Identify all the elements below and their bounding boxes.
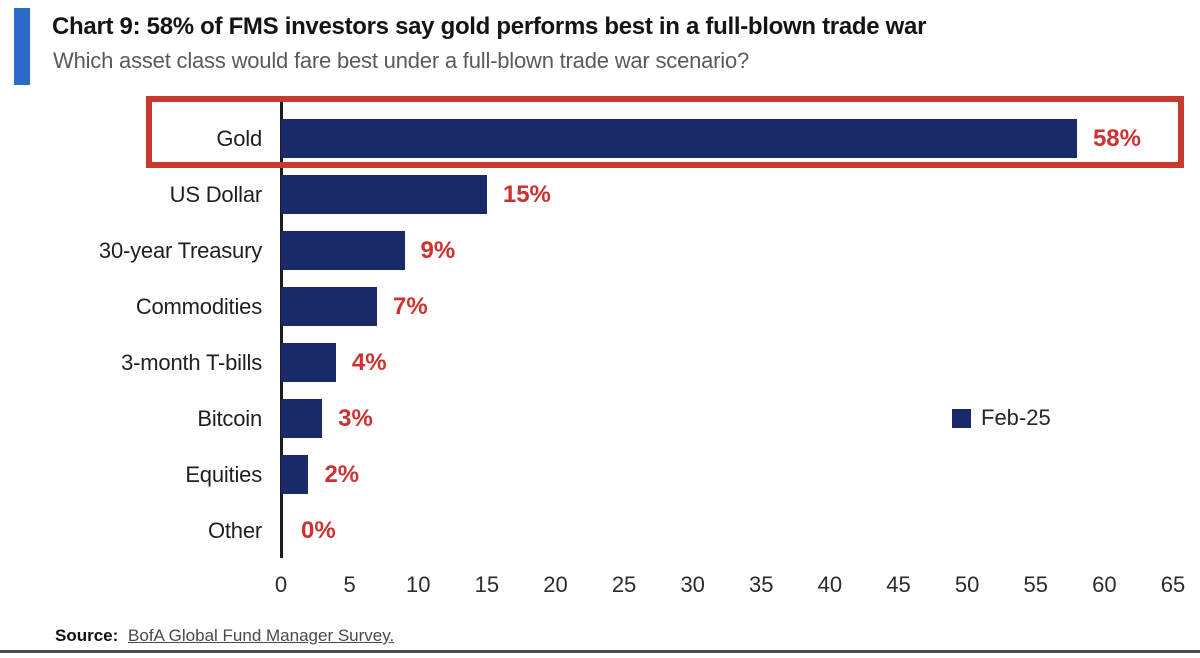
value-label-commodities: 7% (393, 293, 428, 320)
category-label-equities: Equities (185, 462, 262, 487)
x-tick-5: 5 (343, 572, 356, 597)
bar-gold (281, 119, 1077, 158)
value-label-other: 0% (301, 517, 336, 544)
bar-equities (281, 455, 309, 494)
bar-3-month-t-bills (281, 343, 336, 382)
value-label-equities: 2% (324, 461, 360, 488)
bar-30-year-treasury (281, 231, 405, 270)
bar-commodities (281, 287, 378, 326)
category-label-us-dollar: US Dollar (169, 182, 263, 207)
y-axis-line (280, 100, 283, 558)
chart-subtitle: Which asset class would fare best under … (53, 48, 750, 73)
x-tick-45: 45 (886, 572, 911, 597)
source-line: Source: BofA Global Fund Manager Survey. (55, 626, 394, 646)
x-tick-55: 55 (1023, 572, 1048, 597)
x-tick-60: 60 (1092, 572, 1117, 597)
bottom-divider (0, 650, 1200, 653)
x-tick-30: 30 (680, 572, 705, 597)
bar-us-dollar (281, 175, 487, 214)
value-label-us-dollar: 15% (502, 181, 551, 208)
category-label-gold: Gold (216, 126, 262, 151)
bar-bitcoin (281, 399, 323, 438)
category-label-30-year-treasury: 30-year Treasury (98, 238, 262, 263)
value-label-bitcoin: 3% (338, 405, 373, 432)
legend-label: Feb-25 (981, 405, 1051, 430)
x-tick-20: 20 (543, 572, 568, 597)
value-label-3-month-t-bills: 4% (351, 349, 387, 376)
category-label-commodities: Commodities (135, 294, 262, 319)
source-text: BofA Global Fund Manager Survey. (128, 626, 395, 645)
value-label-30-year-treasury: 9% (420, 237, 456, 264)
category-label-3-month-t-bills: 3-month T-bills (121, 350, 262, 375)
chart-title: Chart 9: 58% of FMS investors say gold p… (52, 13, 927, 40)
category-label-other: Other (207, 518, 262, 543)
legend-swatch (952, 408, 971, 428)
x-tick-0: 0 (274, 572, 288, 597)
source-label: Source: (55, 626, 119, 645)
gold-highlight-box (146, 96, 1184, 168)
x-tick-10: 10 (405, 572, 431, 597)
x-tick-25: 25 (611, 572, 637, 597)
value-label-gold: 58% (1092, 125, 1141, 152)
x-tick-40: 40 (817, 572, 843, 597)
x-tick-35: 35 (749, 572, 774, 597)
category-label-bitcoin: Bitcoin (197, 406, 262, 431)
legend: Feb-25 (952, 405, 1051, 431)
title-accent-bar (14, 8, 30, 85)
x-tick-65: 65 (1160, 572, 1186, 597)
x-tick-50: 50 (954, 572, 980, 597)
x-tick-15: 15 (474, 572, 500, 597)
